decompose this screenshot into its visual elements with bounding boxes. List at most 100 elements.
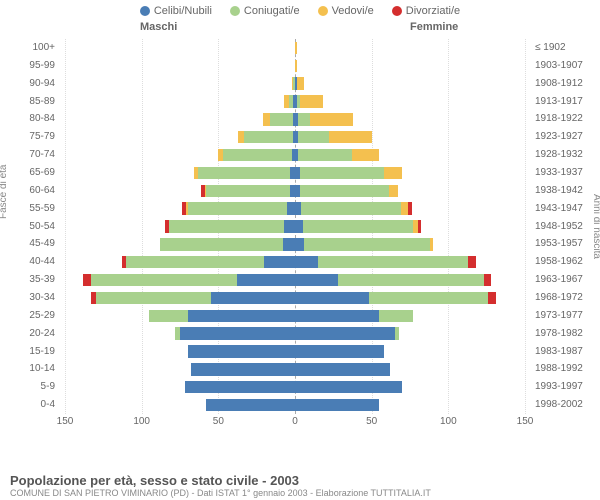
legend-swatch-icon [392,6,402,16]
age-label: 20-24 [29,325,55,343]
bar-male-married [169,220,284,232]
age-label: 25-29 [29,307,55,325]
bar-female-single [295,256,318,268]
bar-male-widowed [194,167,199,179]
bar-male-married [198,167,290,179]
age-label: 50-54 [29,218,55,236]
birth-year-label: 1933-1937 [535,164,583,182]
header-female: Femmine [410,21,458,33]
bar-female-single [295,274,338,286]
bar-female-widowed [295,42,297,54]
pyramid-row [65,128,525,146]
birth-year-label: 1903-1907 [535,57,583,75]
bar-female-married [301,202,401,214]
pyramid-row [65,253,525,271]
bar-female-married [369,292,489,304]
birth-year-label: 1908-1912 [535,75,583,93]
birth-year-label: 1968-1972 [535,289,583,307]
bar-male-widowed [238,131,244,143]
bar-male-single [283,238,295,250]
bar-female-married [379,310,413,322]
bar-male-married [188,202,288,214]
bar-male-divorced [91,292,96,304]
age-label: 70-74 [29,146,55,164]
bar-female-divorced [418,220,421,232]
bar-male-divorced [165,220,170,232]
age-label: 0-4 [41,396,55,414]
bar-male-widowed [186,202,188,214]
bar-male-married [206,185,290,197]
birth-year-label: ≤ 1902 [535,39,566,57]
bar-female-widowed [295,60,297,72]
legend-item-single: Celibi/Nubili [140,5,212,17]
bar-male-single [180,327,295,339]
legend-item-widowed: Vedovi/e [318,5,374,17]
age-label: 100+ [32,39,55,57]
age-label: 65-69 [29,164,55,182]
birth-year-label: 1918-1922 [535,110,583,128]
pyramid-row [65,396,525,414]
bar-male-married [160,238,283,250]
bar-female-widowed [352,149,380,161]
legend-swatch-icon [230,6,240,16]
age-label: 30-34 [29,289,55,307]
pyramid-row [65,218,525,236]
pyramid-row [65,57,525,75]
y-axis-left-label: Fasce di età [0,165,9,219]
bar-female-married [298,131,329,143]
bar-male-married [96,292,211,304]
birth-year-label: 1953-1957 [535,235,583,253]
pyramid-row [65,235,525,253]
bar-female-divorced [468,256,476,268]
bar-female-widowed [297,77,305,89]
pyramid-row [65,307,525,325]
birth-year-label: 1938-1942 [535,182,583,200]
age-label: 10-14 [29,360,55,378]
pyramid-row [65,360,525,378]
bar-male-single [264,256,295,268]
bar-male-married [270,113,293,125]
pyramid-row [65,200,525,218]
bar-female-widowed [389,185,398,197]
birth-year-label: 1998-2002 [535,396,583,414]
bar-male-divorced [83,274,91,286]
birth-year-label: 1923-1927 [535,128,583,146]
pyramid-row [65,343,525,361]
pyramid-row [65,271,525,289]
pyramid-row [65,146,525,164]
legend-label: Divorziati/e [406,5,460,17]
age-label: 75-79 [29,128,55,146]
bar-female-divorced [484,274,492,286]
bar-female-single [295,363,390,375]
plot-area [65,39,525,414]
x-tick: 150 [57,416,74,427]
pyramid-row [65,182,525,200]
bar-female-married [304,238,430,250]
age-label: 45-49 [29,235,55,253]
bar-male-divorced [122,256,127,268]
x-tick: 100 [133,416,150,427]
legend-label: Vedovi/e [332,5,374,17]
age-label: 85-89 [29,93,55,111]
y-axis-right-label: Anni di nascita [591,194,600,259]
age-label: 35-39 [29,271,55,289]
bar-female-widowed [329,131,372,143]
x-tick: 0 [292,416,298,427]
birth-year-label: 1983-1987 [535,343,583,361]
birth-year-label: 1913-1917 [535,93,583,111]
bar-male-married [289,95,294,107]
birth-year-label: 1993-1997 [535,378,583,396]
bar-female-single [295,399,379,411]
bar-male-married [91,274,237,286]
bar-female-married [318,256,468,268]
footer: Popolazione per età, sesso e stato civil… [10,473,590,498]
bar-male-single [211,292,295,304]
pyramid-row [65,93,525,111]
bar-female-single [295,220,303,232]
bar-male-widowed [218,149,223,161]
bar-female-single [295,310,379,322]
pyramid-row [65,39,525,57]
bar-male-single [206,399,295,411]
bar-female-married [395,327,400,339]
x-tick: 150 [517,416,534,427]
